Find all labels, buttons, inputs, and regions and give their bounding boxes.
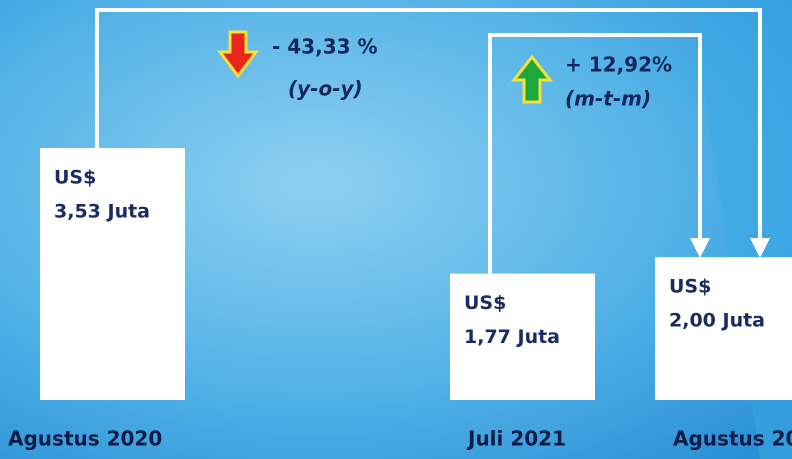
x-tick-label: Juli 2021 xyxy=(466,427,566,451)
bar xyxy=(40,148,185,400)
arrowhead xyxy=(750,238,770,258)
bar xyxy=(655,257,792,400)
annotation: + 12,92% xyxy=(565,53,672,77)
unit-label: US$ xyxy=(669,276,711,298)
value-label: 3,53 Juta xyxy=(54,201,150,223)
value-label: 1,77 Juta xyxy=(464,326,560,348)
annotation: - 43,33 % xyxy=(272,35,378,59)
value-label: 2,00 Juta xyxy=(669,310,765,332)
arrowhead xyxy=(690,238,710,258)
connector-mtm xyxy=(488,33,702,300)
unit-label: US$ xyxy=(464,292,506,314)
bar xyxy=(450,273,595,400)
x-tick-label: Agustus 2020 xyxy=(8,427,162,451)
x-tick-label: Agustus 2021 xyxy=(673,427,792,451)
connector-yoy xyxy=(95,8,762,240)
annotation-note: (m-t-m) xyxy=(565,87,651,111)
down-arrow-icon xyxy=(217,30,259,79)
up-arrow-icon xyxy=(510,54,554,104)
unit-label: US$ xyxy=(54,167,96,189)
annotation-note: (y-o-y) xyxy=(288,77,363,101)
